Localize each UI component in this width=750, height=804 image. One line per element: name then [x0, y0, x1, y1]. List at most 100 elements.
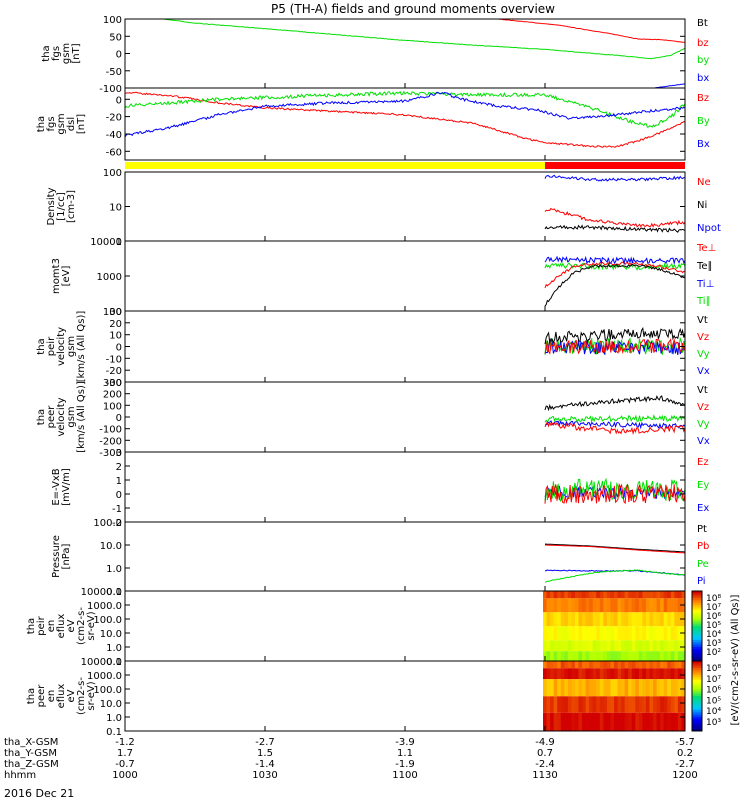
spectrogram-cell: [592, 696, 597, 713]
panel-frame: [124, 521, 686, 592]
spectrogram-cell: [546, 591, 551, 599]
spectrogram-cell: [603, 668, 608, 680]
spectrogram-cell: [553, 661, 558, 669]
time-axis-layer: tha_X-GSM -1.2 -2.7 -3.9 -4.9 -5.7 tha_Y-GSM 1.…: [4, 737, 698, 781]
series-group-fgs-gsm: [164, 19, 685, 88]
series-line-bx: [649, 83, 685, 88]
y-ticks-pressure: 100.0 10.0 1.0 0.1: [93, 518, 685, 598]
spectrogram-cell: [674, 612, 679, 627]
colorbar-cell: [692, 682, 702, 685]
spectrogram-cell: [624, 591, 629, 599]
spectrogram-cell: [585, 612, 590, 627]
series-group-density: [544, 174, 685, 233]
spectrogram-cell: [663, 591, 668, 599]
spectrogram-cell: [649, 661, 654, 669]
spectrogram-cell: [670, 612, 675, 627]
spectrogram-cell: [596, 591, 601, 599]
spectrogram-cell: [674, 640, 679, 652]
colorbar-cell: [692, 696, 702, 699]
legend-Vy: Vy: [697, 419, 710, 430]
spectrogram-cell: [660, 626, 665, 641]
colorbar-tick-label: 10³: [706, 639, 721, 649]
spectrogram-cell: [589, 626, 594, 641]
colorbar-cell: [692, 679, 702, 683]
spectrogram-cell: [638, 696, 643, 713]
legend-Vx: Vx: [697, 366, 710, 377]
spectrogram-cell: [638, 598, 643, 613]
spectrogram-cell: [649, 626, 654, 641]
spectrogram-cell: [582, 668, 587, 680]
spectrogram-cell: [667, 612, 672, 627]
spectrogram-cell: [653, 696, 658, 713]
spectrogram-cell: [553, 626, 558, 641]
spectrogram-cell: [589, 598, 594, 613]
colorbar-cell: [692, 623, 702, 627]
spectrogram-cell: [642, 598, 647, 613]
legend-Vt: Vt: [697, 315, 708, 326]
y-tick-label: 1000.0: [87, 671, 122, 682]
spectrogram-cell: [635, 696, 640, 713]
spectrogram-cell: [642, 640, 647, 652]
legend-Pt: Pt: [697, 524, 707, 535]
spectrogram-cell: [592, 598, 597, 613]
axis-tick-value: -0.7: [115, 759, 135, 770]
spectrogram-cell: [667, 696, 672, 713]
y-tick-label: 0: [116, 50, 122, 61]
spectrogram-cell: [677, 640, 683, 652]
colorbar-cell: [692, 607, 702, 611]
spectrogram-cell: [603, 640, 608, 652]
colorbar-cell: [692, 619, 702, 622]
panel-ylabel: [km/s (All Qs)]: [76, 311, 87, 383]
colorbar-frame: [691, 660, 703, 732]
colorbar-cell: [692, 714, 702, 718]
spectrogram-cell: [638, 640, 643, 652]
axis-tick-value: 1000: [112, 770, 137, 781]
spectrogram-cell: [674, 626, 679, 641]
colorbar-cell: [692, 602, 702, 606]
y-ticks-fgs-gsm: 100 50 0 -50 -100: [99, 15, 685, 95]
spectrogram-cell: [557, 640, 562, 652]
status-bar-red: [545, 162, 685, 169]
spectrogram-cell: [628, 612, 633, 627]
spectrogram-cell: [649, 640, 654, 652]
spectrogram-cell: [677, 668, 683, 680]
colorbar-cell: [692, 686, 702, 690]
spectrogram-cell: [660, 696, 665, 713]
spectrogram-cell: [596, 712, 601, 731]
spectrogram-cell: [663, 712, 668, 731]
spectrogram-cell: [635, 640, 640, 652]
panel-ylabel: gsm: [66, 336, 77, 357]
spectrogram-cell: [553, 696, 558, 713]
series-line-Vt: [544, 395, 685, 412]
panel-ylabel: eflux: [56, 614, 67, 639]
spectrogram-cell: [567, 612, 572, 627]
y-tick-label: -300: [99, 448, 122, 459]
spectrogram-cell: [599, 612, 604, 627]
spectrogram-cell: [635, 612, 640, 627]
spectrogram-cell: [606, 651, 612, 661]
spectrogram-cell: [550, 640, 555, 652]
spectrogram-cell: [667, 679, 672, 697]
spectrogram-cell: [631, 612, 636, 627]
spectrogram-cell: [589, 640, 594, 652]
spectrogram-cell: [578, 696, 583, 713]
spectrogram-cell: [656, 626, 661, 641]
panel-ylabel: eflux: [56, 684, 67, 709]
axis-row-label: tha_X-GSM: [4, 737, 58, 748]
spectrogram-cell: [582, 661, 587, 669]
spectrogram-cell: [606, 679, 612, 697]
spectrogram-cell: [564, 668, 569, 680]
axis-tick-value: 1130: [532, 770, 557, 781]
y-tick-label: 100.0: [93, 685, 122, 696]
spectrogram-cell: [635, 626, 640, 641]
colorbar-tick-label: 10⁷: [706, 603, 721, 613]
y-ticks-mom-temp: 10000 1000 100: [90, 237, 685, 318]
panel-ylabel: gsm: [61, 43, 72, 64]
panel-ylabel: sr-eV): [86, 681, 97, 710]
panel-e-field: Ez Ey Ex 3 2 1 0 -1 -2 E=-VxB [mV/m]: [51, 448, 709, 529]
legend-Te⊥: Te⊥: [696, 243, 716, 254]
series-line-by: [164, 19, 685, 60]
spectrogram-cell: [589, 612, 594, 627]
panel-ylabel: sr-eV): [86, 611, 97, 640]
spectrogram-cell: [638, 712, 643, 731]
